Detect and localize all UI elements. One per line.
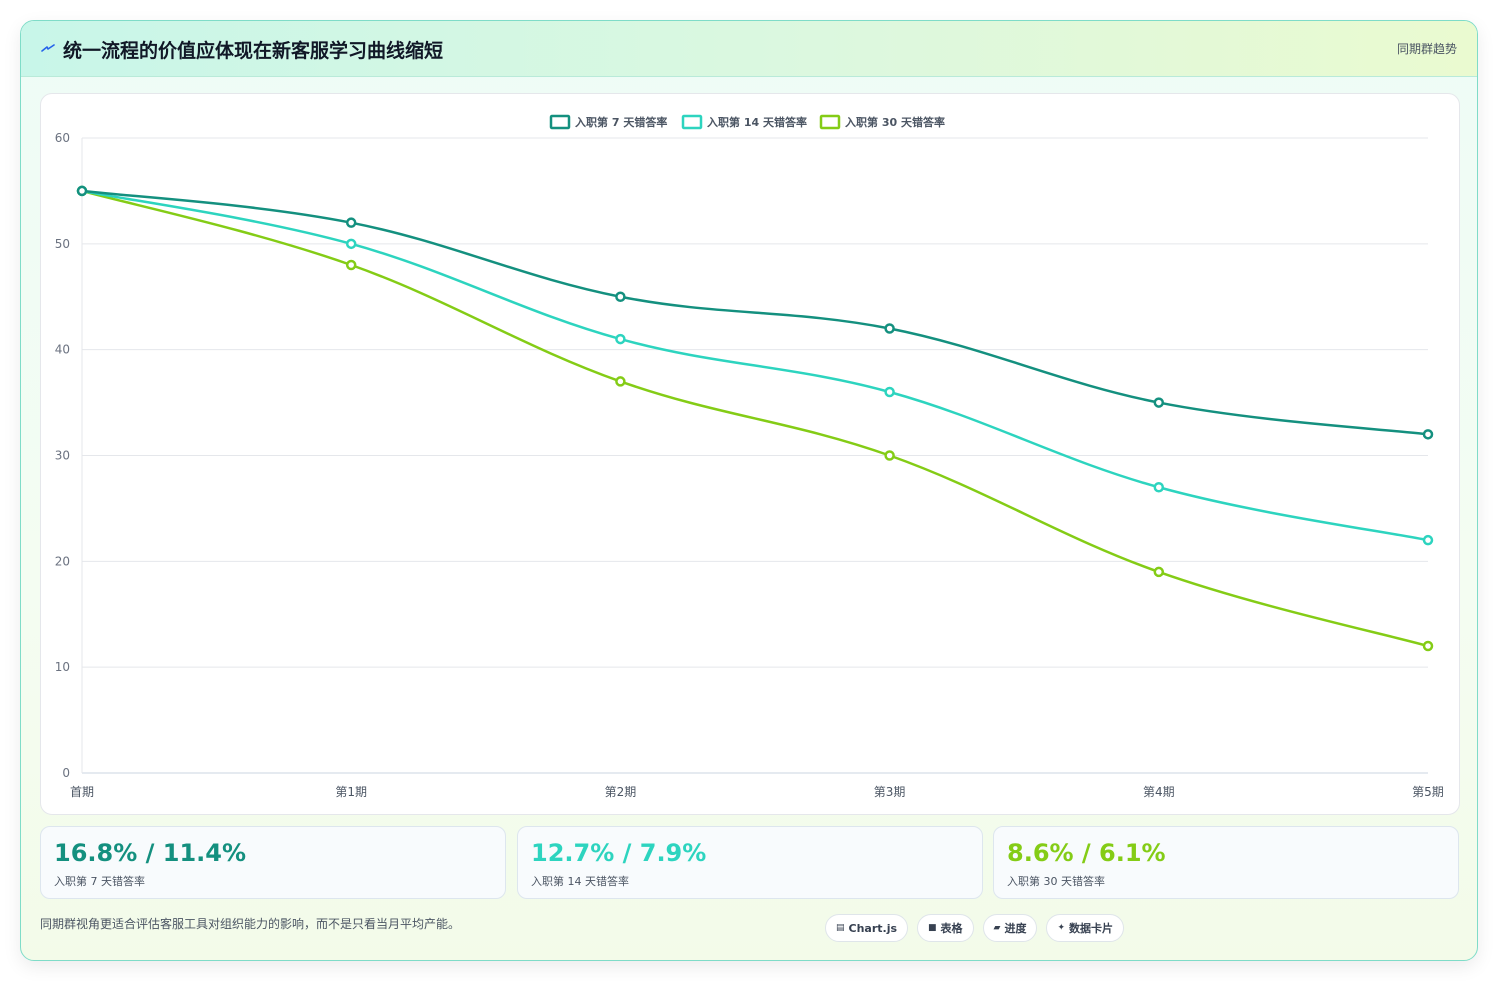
pill-label: 数据卡片 [1069,922,1114,935]
y-tick-label: 20 [55,554,70,568]
stat-value: 12.7% / 7.9% [531,839,707,867]
data-point [76,185,88,197]
pill-table[interactable]: ■ 表格 [917,914,974,942]
pill-label: Chart.js [848,921,898,935]
pill-data-card[interactable]: ✦ 数据卡片 [1046,914,1125,942]
stat-label: 入职第 7 天错答率 [54,875,145,888]
stat-card-7d: 16.8% / 11.4% 入职第 7 天错答率 [40,826,506,899]
footer-note: 同期群视角更适合评估客服工具对组织能力的影响，而不是只看当月平均产能。 [40,917,461,931]
chart-icon: ▤ [836,923,845,933]
series-line [81,189,1429,436]
page-title: 统一流程的价值应体现在新客服学习曲线缩短 [63,40,444,62]
data-point [345,217,357,228]
x-tick-label: 第4期 [1143,785,1175,799]
y-tick-label: 10 [55,660,70,674]
series-line [81,189,1429,542]
data-point [884,386,895,398]
data-point [345,259,357,271]
y-tick-label: 40 [55,343,70,357]
dashboard-card: 统一流程的价值应体现在新客服学习曲线缩短 同期群趋势 0 10 20 30 40 50 60… [20,20,1478,961]
card-header: 统一流程的价值应体现在新客服学习曲线缩短 同期群趋势 [21,21,1477,77]
x-tick-label: 第3期 [874,785,906,799]
data-point [1153,482,1165,493]
data-point [884,450,895,461]
series-line [81,189,1429,648]
pill-progress[interactable]: ▰ 进度 [982,914,1038,942]
line-chart: 0 10 20 30 40 50 60 首期 第1期 第2期 第3期 第4期 第5期 入职第 7 天错答率… [55,114,1444,799]
data-point [615,376,626,387]
stat-value: 8.6% / 6.1% [1007,839,1166,867]
x-tick-label: 第1期 [335,785,367,799]
legend-label: 入职第 14 天错答率 [707,115,807,129]
data-point [615,291,626,302]
lightning-icon [41,44,55,52]
data-point [1422,429,1434,440]
progress-icon: ▰ [993,923,1001,933]
data-point [1422,640,1434,652]
x-tick-label: 第2期 [605,785,637,799]
y-tick-label: 30 [55,449,70,463]
data-point [615,333,626,345]
legend-swatch [819,114,841,130]
stat-label: 入职第 14 天错答率 [531,875,629,888]
pill-label: 进度 [1004,922,1027,935]
legend-swatch [549,114,571,130]
data-point [345,238,357,250]
y-tick-label: 0 [62,766,70,780]
legend-label: 入职第 7 天错答率 [575,115,667,129]
sparkle-icon: ✦ [1057,923,1066,933]
table-icon: ■ [928,923,937,933]
x-tick-label: 首期 [70,785,94,799]
pill-chartjs[interactable]: ▤ Chart.js [825,914,909,942]
y-tick-label: 60 [55,131,70,145]
stat-card-30d: 8.6% / 6.1% 入职第 30 天错答率 [993,826,1459,899]
pill-label: 表格 [940,922,963,935]
header-tag: 同期群趋势 [1396,42,1457,56]
data-point [1153,397,1165,408]
chart-panel: 0 10 20 30 40 50 60 首期 第1期 第2期 第3期 第4期 第5期 入职第 7 天错答率… [40,93,1460,815]
data-point [1153,566,1165,578]
x-tick-label: 第5期 [1412,785,1444,799]
stat-label: 入职第 30 天错答率 [1007,875,1105,888]
stat-value: 16.8% / 11.4% [54,839,246,867]
data-point [884,323,895,334]
stat-card-14d: 12.7% / 7.9% 入职第 14 天错答率 [517,826,983,899]
data-point [1422,534,1434,546]
legend-label: 入职第 30 天错答率 [845,115,945,129]
legend-swatch [681,114,703,130]
y-tick-label: 50 [55,237,70,251]
view-switcher: ▤ Chart.js ■ 表格 ▰ 进度 ✦ 数据卡片 [825,914,1125,942]
